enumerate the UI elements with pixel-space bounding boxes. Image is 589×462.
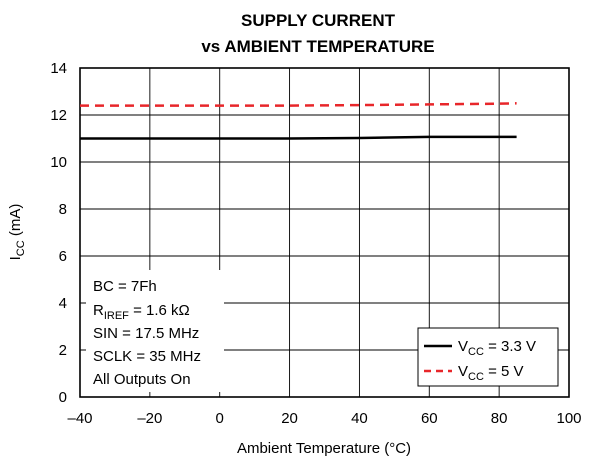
y-axis-label: ICC (mA)	[7, 204, 27, 261]
y-tick-label: 14	[50, 60, 67, 77]
series-line-vcc-3v3	[80, 135, 517, 140]
annotation-riref-main: R	[93, 302, 104, 319]
y-axis-label-sub: CC	[15, 240, 27, 256]
x-tick-labels: –40 –20 0 20 40 60 80 100	[67, 410, 581, 427]
y-tick-label: 4	[59, 295, 67, 312]
annotation-riref: RIREF = 1.6 kΩ	[93, 302, 190, 322]
x-tick-label: 40	[351, 410, 368, 427]
y-tick-label: 10	[50, 154, 67, 171]
annotation-riref-rest: = 1.6 kΩ	[129, 302, 190, 319]
annotation-outputs: All Outputs On	[93, 371, 191, 388]
annotation-sclk: SCLK = 35 MHz	[93, 348, 201, 365]
y-tick-label: 6	[59, 248, 67, 265]
x-tick-label: 0	[216, 410, 224, 427]
annotation-sin: SIN = 17.5 MHz	[93, 325, 199, 342]
legend-label-vcc-3v3-main: V	[458, 338, 468, 355]
x-axis-label: Ambient Temperature (°C)	[237, 440, 411, 457]
x-tick-label: 20	[281, 410, 298, 427]
legend-label-vcc-3v3-rest: = 3.3 V	[484, 338, 536, 355]
annotation-riref-sub: IREF	[104, 310, 129, 322]
x-tick-label: –20	[137, 410, 162, 427]
series-line-vcc-5v	[80, 102, 517, 107]
legend-label-vcc-5v: VCC = 5 V	[458, 363, 524, 383]
y-axis-label-main: I	[7, 256, 24, 260]
x-tick-label: 60	[421, 410, 438, 427]
x-tick-label: 100	[556, 410, 581, 427]
chart-title-line1: SUPPLY CURRENT	[241, 11, 396, 30]
legend-label-vcc-5v-rest: = 5 V	[484, 363, 524, 380]
chart-title-line2: vs AMBIENT TEMPERATURE	[201, 37, 434, 56]
conditions-box	[86, 270, 224, 392]
series-lines	[80, 102, 517, 140]
legend-label-vcc-3v3: VCC = 3.3 V	[458, 338, 536, 358]
annotation-bc: BC = 7Fh	[93, 278, 157, 295]
x-tick-label: 80	[491, 410, 508, 427]
x-tick-label: –40	[67, 410, 92, 427]
y-tick-label: 8	[59, 201, 67, 218]
y-axis-label-rest: (mA)	[7, 204, 24, 241]
plot-frame	[79, 67, 570, 398]
y-tick-label: 12	[50, 107, 67, 124]
y-tick-label: 2	[59, 342, 67, 359]
y-tick-labels: 0 2 4 6 8 10 12 14	[50, 60, 67, 406]
legend-label-vcc-5v-main: V	[458, 363, 468, 380]
legend-box	[417, 327, 559, 387]
legend-label-vcc-5v-sub: CC	[468, 371, 484, 383]
legend-label-vcc-3v3-sub: CC	[468, 346, 484, 358]
y-tick-label: 0	[59, 389, 67, 406]
